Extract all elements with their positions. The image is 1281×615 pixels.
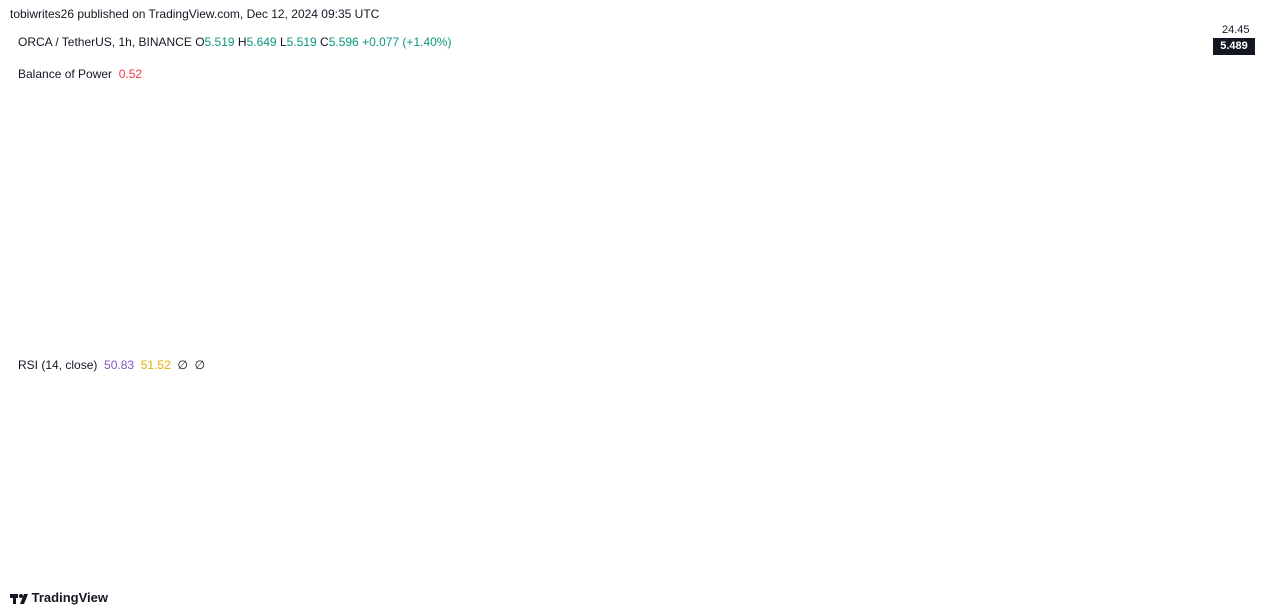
rsi-badge: 50.83 — [1219, 472, 1247, 484]
extra-label: ∅ — [177, 358, 188, 372]
rsi-badge-bg — [1212, 469, 1254, 486]
series-line — [181, 350, 1162, 551]
bop-title: Balance of Power — [18, 67, 113, 81]
ohlc-c: 5.596 — [328, 35, 359, 49]
brand: TradingView — [31, 590, 108, 605]
ohlc-o: 5.519 — [204, 35, 235, 49]
plot-area — [10, 350, 1210, 551]
x-tick-label: 11 — [844, 560, 855, 572]
x-tick-label: 12:00 — [1166, 560, 1194, 572]
ma-badge-bg — [1212, 451, 1254, 468]
rsi-band — [10, 368, 1210, 551]
ohlc-l-label: L — [279, 35, 287, 49]
ohlc-h: 5.649 — [246, 35, 277, 49]
extra-label: ∅ — [194, 358, 206, 372]
y-tick-label: 0.00 — [1229, 199, 1250, 211]
last-value-badge-bg — [1212, 130, 1254, 147]
y-tick-label: 40.00 — [1222, 520, 1250, 532]
y-tick-label: −1.00 — [1222, 326, 1250, 338]
ohlc-l: 5.519 — [286, 35, 317, 49]
trendline — [950, 392, 1154, 481]
x-tick-label: 12:00 — [946, 560, 974, 572]
rsi-last: 50.83 — [104, 358, 135, 372]
y-tick-label: −0.50 — [1222, 262, 1250, 274]
price-badge: 5.489 — [1213, 38, 1255, 55]
bop-last: 0.52 — [118, 67, 143, 81]
x-tick-label: 12:00 — [726, 560, 754, 572]
alert-icon[interactable] — [1145, 35, 1165, 55]
bop-legend: Balance of Power 0.52 — [18, 67, 142, 81]
y-tick-label: 1.00 — [1229, 72, 1250, 84]
symbol: ORCA / TetherUS, 1h, BINANCE — [18, 35, 192, 49]
x-tick-label: 8 — [186, 560, 192, 572]
trendline-badge-bg — [1212, 384, 1254, 401]
rsi-ma-last: 51.52 — [140, 358, 171, 372]
ohlc-h-label: H — [237, 35, 247, 49]
series-line — [263, 405, 1162, 551]
rsi-legend: RSI (14, close) 50.83 51.52 ∅ ∅ — [18, 358, 205, 372]
rsi-title: RSI (14, close) — [18, 358, 98, 372]
logo — [10, 593, 28, 604]
trendline-badge: 65.41 — [1219, 387, 1247, 399]
x-tick-label: 10 — [623, 560, 635, 572]
plot-area — [14, 88, 1162, 324]
x-tick-label: 9 — [406, 560, 412, 572]
x-tick-label: 12:00 — [505, 560, 533, 572]
trendline-badge-bg — [1212, 471, 1254, 488]
publisher: tobiwrites26 published on TradingView.co… — [10, 7, 380, 21]
x-tick-label: 12 — [1064, 560, 1076, 572]
x-tick-label: 12:00 — [285, 560, 313, 572]
ma-badge: 51.52 — [1219, 454, 1247, 466]
last-value-badge: 0.52 — [1222, 133, 1243, 145]
footer-brand: TradingView — [10, 590, 108, 605]
change: +0.077 (+1.40%) — [362, 35, 452, 49]
price-axis-top: 24.45 — [1222, 24, 1250, 36]
ohlc-c-label: C — [320, 35, 329, 49]
series-line — [14, 88, 1162, 324]
y-tick-label: 70.00 — [1222, 363, 1250, 375]
frame — [10, 22, 1272, 580]
symbol-legend: ORCA / TetherUS, 1h, BINANCE O5.519 H5.6… — [18, 35, 451, 49]
x-tick-label: 12:00 — [65, 560, 93, 572]
trendline-badge: 48.85 — [1219, 474, 1247, 486]
alert-bolt — [1152, 39, 1159, 51]
ohlc-o-label: O — [195, 35, 205, 49]
y-tick-label: 60.00 — [1222, 415, 1250, 427]
